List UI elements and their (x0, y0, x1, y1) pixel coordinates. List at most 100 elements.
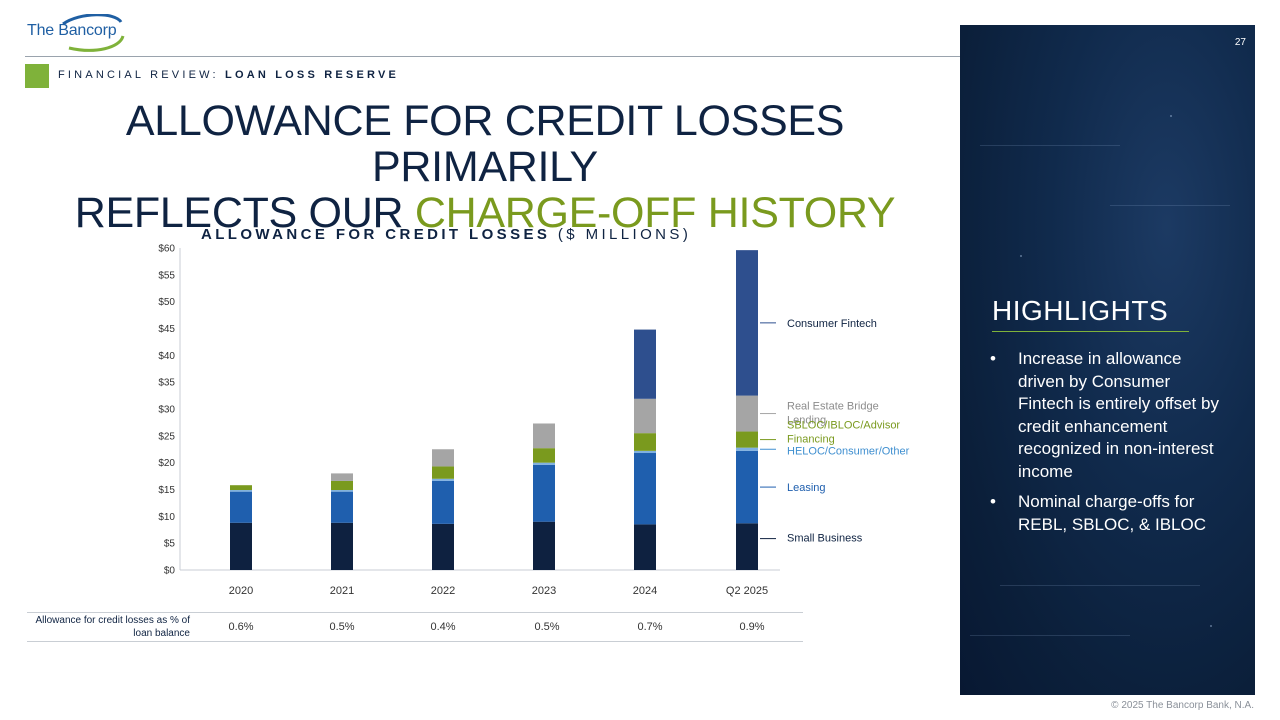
chart-title: ALLOWANCE FOR CREDIT LOSSES ($ MILLIONS) (201, 226, 691, 243)
title-line-1: ALLOWANCE FOR CREDIT LOSSES PRIMARILY (125, 97, 845, 191)
x-tick-label: 2020 (229, 585, 253, 597)
bar-segment (736, 447, 758, 451)
bar-segment (736, 523, 758, 570)
bar-segment (533, 464, 555, 522)
bar-segment (736, 431, 758, 448)
chart-title-main: ALLOWANCE FOR CREDIT LOSSES (201, 226, 551, 243)
bar-segment (736, 250, 758, 396)
y-tick-label: $20 (158, 458, 175, 469)
bar-segment (634, 524, 656, 570)
bar-segment (331, 522, 353, 570)
ratio-cell-2020: 0.6% (228, 621, 254, 633)
x-tick-label: 2021 (330, 585, 354, 597)
y-tick-label: $0 (164, 566, 176, 577)
legend-label: Real Estate Bridge (787, 401, 879, 413)
x-tick-label: Q2 2025 (726, 585, 768, 597)
list-item: • Increase in allowance driven by Consum… (990, 348, 1230, 483)
table-bottom-rule (27, 641, 803, 642)
legend-label: Consumer Fintech (787, 318, 877, 330)
panel-texture (1020, 255, 1022, 257)
y-tick-label: $10 (158, 512, 175, 523)
title-line-2-prefix: REFLECTS OUR (74, 189, 415, 237)
highlight-text: Nominal charge-offs for REBL, SBLOC, & I… (1018, 492, 1207, 534)
table-top-rule (27, 612, 803, 613)
logo-wordmark: The Bancorp (27, 22, 117, 40)
ratio-cell-2022: 0.4% (430, 621, 456, 633)
legend-label: Lending (787, 415, 826, 427)
bullet-icon: • (990, 349, 996, 368)
ratio-cell-2024: 0.7% (637, 621, 663, 633)
bar-segment (432, 478, 454, 481)
y-tick-label: $30 (158, 405, 175, 416)
highlights-title: HIGHLIGHTS (992, 295, 1169, 326)
chart-title-unit: ($ MILLIONS) (557, 226, 692, 243)
section-topic: LOAN LOSS RESERVE (225, 69, 400, 81)
stacked-bar-chart: $0 $5 $10 $15 $20 $25 $30 $35 $40 $45 $50 $55 $60 202… (158, 244, 910, 598)
company-logo: The Bancorp (25, 13, 135, 54)
bar-segment (230, 485, 252, 491)
y-tick-label: $60 (158, 244, 175, 255)
y-tick-label: $5 (164, 539, 176, 550)
panel-texture (970, 635, 1130, 636)
highlight-text: Increase in allowance driven by Consumer… (1018, 349, 1219, 481)
bar-segment (331, 490, 353, 492)
copyright: © 2025 The Bancorp Bank, N.A. (1111, 700, 1254, 711)
y-tick-label: $25 (158, 431, 175, 442)
bar-segment (533, 462, 555, 465)
bar-segment (736, 395, 758, 432)
bar-segment (634, 450, 656, 454)
y-tick-label: $45 (158, 324, 175, 335)
list-item: • Nominal charge-offs for REBL, SBLOC, &… (990, 491, 1230, 536)
bar-segment (230, 522, 252, 570)
bar-segment (533, 423, 555, 449)
bar-segment (634, 398, 656, 434)
ratio-cell-2021: 0.5% (329, 621, 355, 633)
y-tick-label: $40 (158, 351, 175, 362)
panel-texture (980, 145, 1120, 146)
y-tick-label: $35 (158, 378, 175, 389)
bar-segment (634, 433, 656, 451)
y-tick-label: $55 (158, 270, 175, 281)
legend-label: Leasing (787, 482, 826, 494)
bar-segment (230, 490, 252, 492)
logo-word-bancorp: Bancorp (58, 22, 117, 39)
ratio-row-label: Allowance for credit losses as % of loan… (35, 615, 190, 639)
bar-segment (331, 480, 353, 491)
bar-segment (533, 521, 555, 570)
ratio-cell-q2-2025: 0.9% (739, 621, 765, 633)
panel-texture (1000, 585, 1200, 586)
legend-label: Small Business (787, 533, 863, 545)
highlights-panel: 27 HIGHLIGHTS • Increase in allowance dr… (960, 25, 1255, 695)
bar-segment (432, 523, 454, 570)
panel-texture (1210, 625, 1212, 627)
legend-label: SBLOC/IBLOC/Advisor (787, 420, 900, 432)
legend-label: Financing (787, 434, 835, 446)
panel-texture (1110, 205, 1230, 206)
bar-segment (634, 329, 656, 399)
bar-segment (432, 449, 454, 467)
page-title: ALLOWANCE FOR CREDIT LOSSES PRIMARILY RE… (20, 98, 950, 236)
logo-swoosh-icon (62, 13, 125, 52)
bar-segment (432, 466, 454, 479)
title-line-2-accent: CHARGE-OFF HISTORY (414, 189, 896, 237)
ratio-cell-2023: 0.5% (534, 621, 560, 633)
page-number: 27 (1234, 37, 1246, 48)
panel-texture (1170, 115, 1172, 117)
bar-segment (331, 473, 353, 481)
section-prefix: FINANCIAL REVIEW: (58, 69, 219, 81)
x-tick-label: 2023 (532, 585, 556, 597)
bar-segment (634, 453, 656, 525)
bullet-icon: • (990, 492, 996, 511)
legend-label: HELOC/Consumer/Other (787, 445, 910, 457)
x-tick-label: 2024 (633, 585, 657, 597)
header-divider (25, 56, 1248, 57)
bar-segment (736, 450, 758, 524)
y-tick-label: $50 (158, 297, 175, 308)
logo-word-the: The (27, 22, 54, 39)
section-label: FINANCIAL REVIEW: LOAN LOSS RESERVE (58, 69, 399, 81)
highlights-list: • Increase in allowance driven by Consum… (990, 348, 1230, 544)
bar-segment (331, 491, 353, 523)
x-tick-label: 2022 (431, 585, 455, 597)
bar-segment (230, 491, 252, 523)
bar-segment (432, 480, 454, 524)
